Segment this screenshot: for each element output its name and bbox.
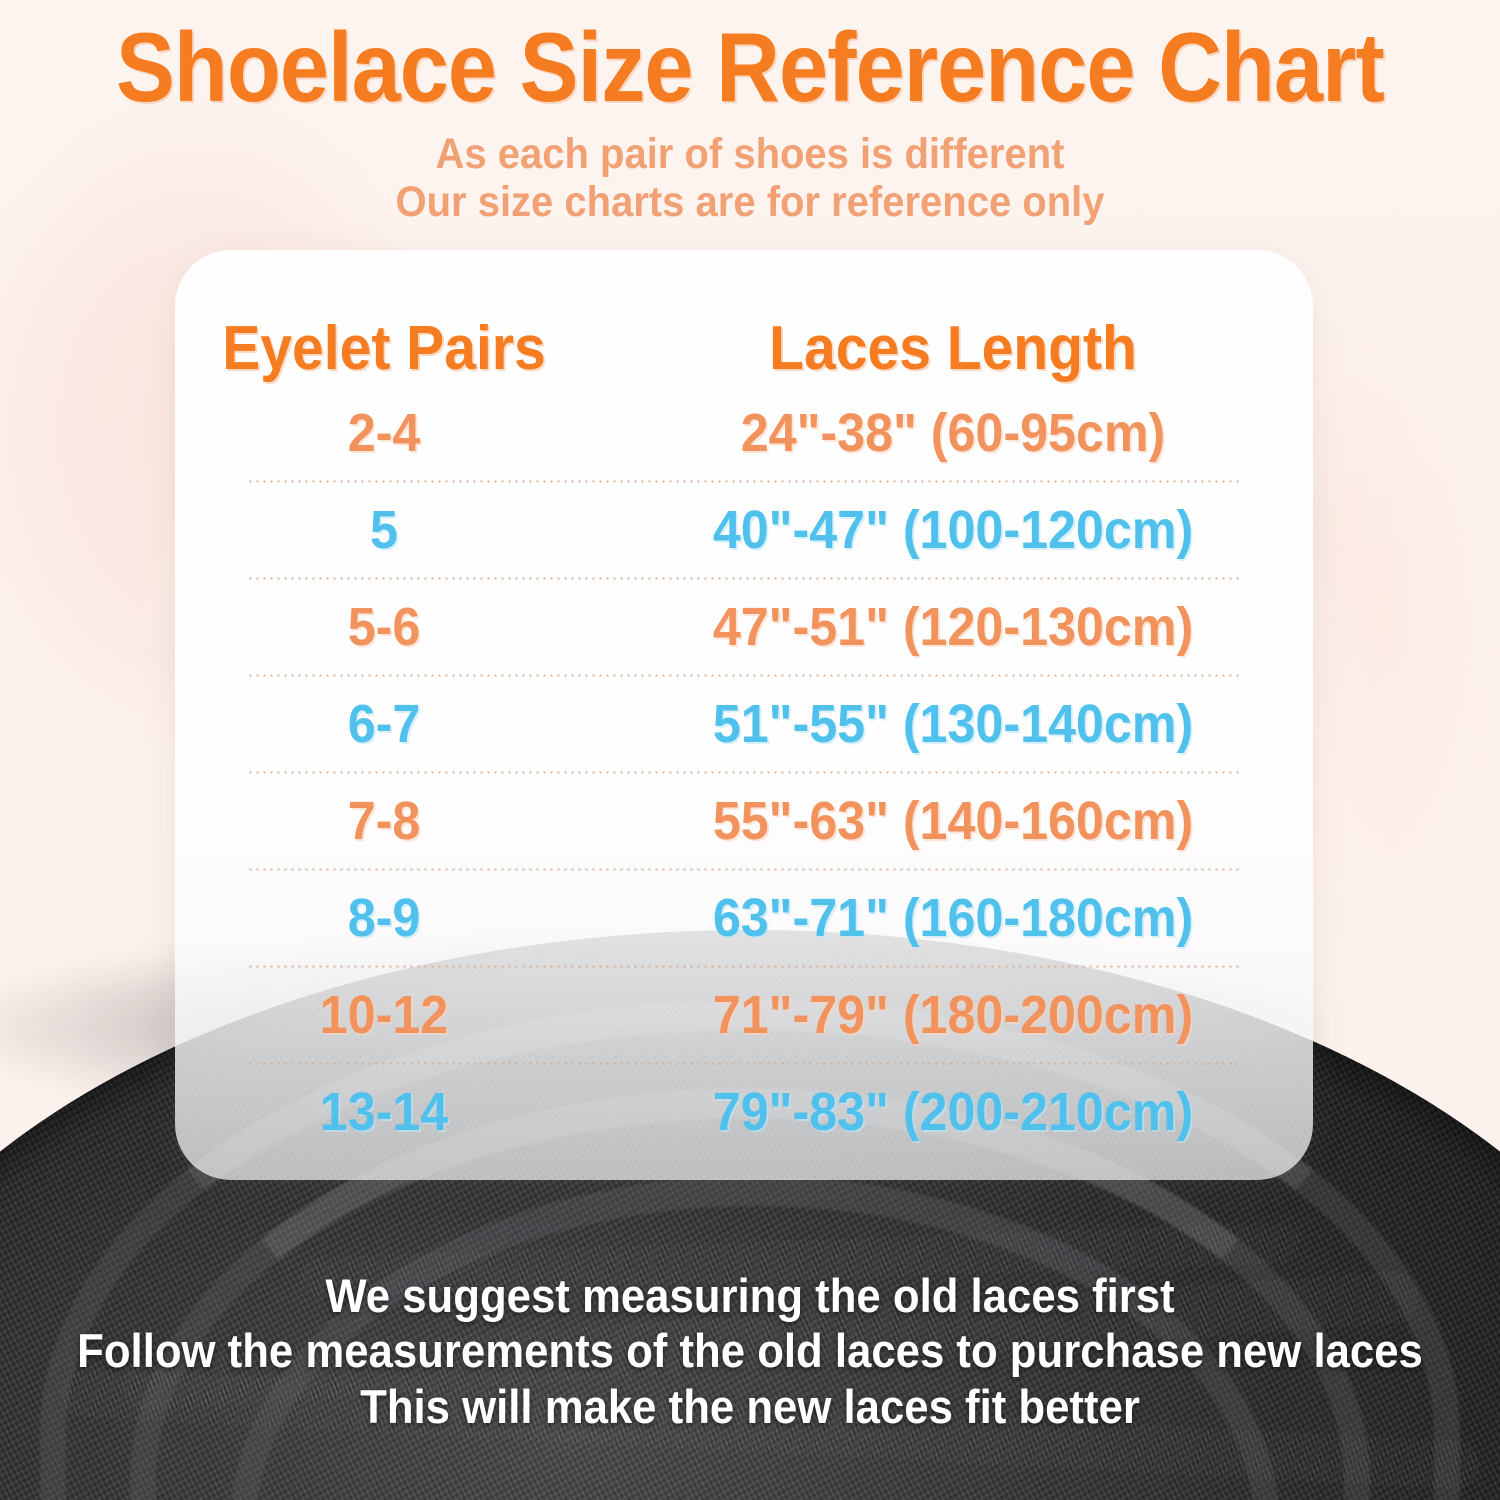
- cell-laces-length: 63"-71" (160-180cm): [712, 888, 1194, 948]
- table-header-row: Eyelet Pairs Laces Length: [175, 250, 1313, 380]
- table-row: 7-8 55"-63" (140-160cm): [175, 774, 1313, 868]
- row-divider: [247, 674, 1241, 677]
- page-title: Shoelace Size Reference Chart: [115, 12, 1385, 122]
- table-body: 2-4 24"-38" (60-95cm) 5 40"-47" (100-120…: [175, 380, 1313, 1159]
- row-divider: [247, 771, 1241, 774]
- cell-eyelet-pairs: 5: [370, 500, 398, 560]
- cell-eyelet-pairs: 6-7: [347, 694, 421, 754]
- cell-laces-length: 71"-79" (180-200cm): [712, 985, 1194, 1045]
- cell-laces-length: 40"-47" (100-120cm): [712, 500, 1194, 560]
- cell-laces-length: 47"-51" (120-130cm): [712, 597, 1194, 657]
- footer-line-2: Follow the measurements of the old laces…: [77, 1324, 1423, 1378]
- table-row: 10-12 71"-79" (180-200cm): [175, 968, 1313, 1062]
- table-row: 6-7 51"-55" (130-140cm): [175, 677, 1313, 771]
- table-row: 8-9 63"-71" (160-180cm): [175, 871, 1313, 965]
- subtitle-line-2: Our size charts are for reference only: [395, 178, 1105, 227]
- cell-eyelet-pairs: 10-12: [319, 985, 449, 1045]
- table-row: 13-14 79"-83" (200-210cm): [175, 1065, 1313, 1159]
- row-divider: [247, 480, 1241, 483]
- footer-line-3: This will make the new laces fit better: [360, 1379, 1140, 1433]
- cell-eyelet-pairs: 13-14: [319, 1082, 449, 1142]
- size-chart-card: Eyelet Pairs Laces Length 2-4 24"-38" (6…: [175, 250, 1313, 1180]
- table-row: 5-6 47"-51" (120-130cm): [175, 580, 1313, 674]
- cell-eyelet-pairs: 7-8: [347, 791, 421, 851]
- table-row: 2-4 24"-38" (60-95cm): [175, 386, 1313, 480]
- row-divider: [247, 965, 1241, 968]
- footer-note: We suggest measuring the old laces first…: [0, 1268, 1500, 1434]
- cell-laces-length: 79"-83" (200-210cm): [712, 1082, 1194, 1142]
- footer-line-1: We suggest measuring the old laces first: [325, 1269, 1175, 1322]
- row-divider: [247, 1062, 1241, 1065]
- header: Shoelace Size Reference Chart As each pa…: [0, 0, 1500, 226]
- cell-laces-length: 51"-55" (130-140cm): [712, 694, 1194, 754]
- row-divider: [247, 868, 1241, 871]
- column-header-laces-length: Laces Length: [769, 314, 1137, 383]
- table-row: 5 40"-47" (100-120cm): [175, 483, 1313, 577]
- cell-eyelet-pairs: 2-4: [347, 403, 421, 463]
- cell-laces-length: 24"-38" (60-95cm): [740, 403, 1166, 463]
- subtitle-line-1: As each pair of shoes is different: [435, 130, 1065, 178]
- cell-laces-length: 55"-63" (140-160cm): [712, 791, 1194, 851]
- cell-eyelet-pairs: 8-9: [347, 888, 421, 948]
- row-divider: [247, 577, 1241, 580]
- column-header-eyelet-pairs: Eyelet Pairs: [222, 314, 546, 383]
- cell-eyelet-pairs: 5-6: [347, 597, 421, 657]
